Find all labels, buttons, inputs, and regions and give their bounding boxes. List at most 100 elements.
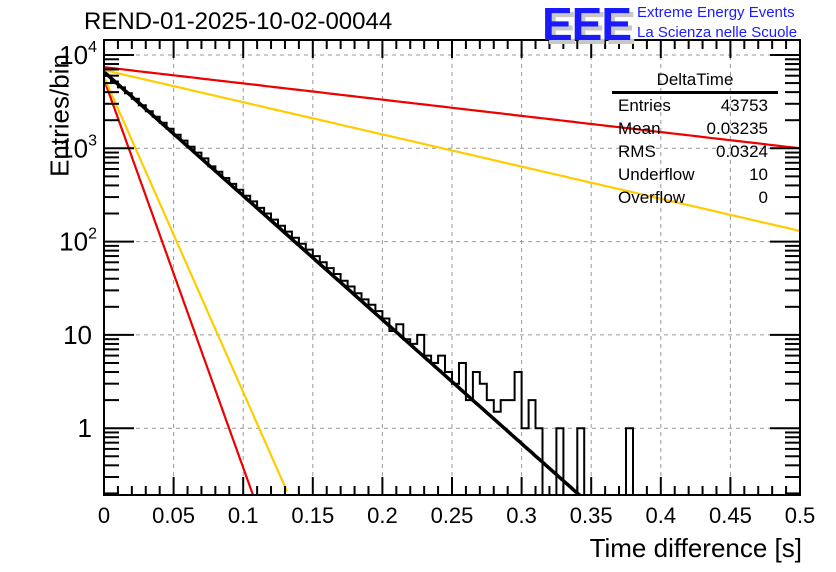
x-tick-label: 0.3 [506, 503, 537, 528]
histogram-bin [375, 311, 382, 495]
chart-title: REND-01-2025-10-02-00044 [84, 8, 393, 35]
histogram-bin [362, 299, 369, 495]
x-tick-label: 0.35 [570, 503, 613, 528]
histogram-bin [522, 428, 529, 495]
y-axis-label: Entries/bin [44, 54, 75, 177]
histogram-bin [515, 372, 522, 495]
x-tick-label: 0.45 [709, 503, 752, 528]
histogram-bin [452, 384, 459, 495]
stats-label: Overflow [618, 188, 686, 207]
histogram-bin [403, 339, 410, 495]
histogram-bin [201, 158, 208, 495]
histogram-bin [466, 400, 473, 495]
histogram-bin [494, 412, 501, 495]
histogram-bin [320, 262, 327, 495]
histogram-bin [626, 428, 633, 495]
histogram-bin [160, 123, 167, 495]
histogram-bin [368, 305, 375, 495]
stats-row-rms: RMS 0.0324 [608, 140, 778, 163]
eee-logo: EEE [542, 0, 632, 50]
histogram-bin [313, 256, 320, 495]
stats-value: 0.0324 [716, 142, 768, 161]
histogram-bin [167, 129, 174, 495]
stats-row-underflow: Underflow 10 [608, 163, 778, 186]
histogram-bin [459, 363, 466, 495]
x-tick-label: 0.2 [367, 503, 398, 528]
y-tick-label: 1 [78, 413, 92, 443]
histogram-bin [334, 274, 341, 495]
x-tick-label: 0.1 [228, 503, 259, 528]
histogram-bin [396, 324, 403, 495]
stats-label: RMS [618, 142, 656, 161]
histogram-bin [431, 363, 438, 495]
stats-row-overflow: Overflow 0 [608, 186, 778, 209]
stats-box: DeltaTime Entries 43753 Mean 0.03235 RMS 0.… [608, 70, 778, 209]
histogram-bin [348, 287, 355, 495]
x-axis-label: Time difference [s] [589, 533, 802, 563]
y-tick-label: 10 [63, 320, 92, 350]
histogram-bin [194, 153, 201, 495]
histogram-bin [355, 293, 362, 495]
histogram-bin [382, 318, 389, 495]
histogram-bin [229, 184, 236, 495]
histogram-bin [473, 372, 480, 495]
logo-line-2: La Scienza nelle Scuole [637, 24, 798, 41]
y-tick-label: 103 [59, 132, 97, 163]
x-tick-label: 0.5 [785, 503, 816, 528]
stats-row-entries: Entries 43753 [608, 94, 778, 117]
histogram-bin [306, 250, 313, 495]
stats-label: Entries [618, 96, 671, 115]
histogram-bin [285, 232, 292, 495]
histogram-bin [417, 335, 424, 495]
histogram-bin [215, 172, 222, 495]
histogram-outline [104, 74, 634, 495]
stats-label: Underflow [618, 165, 695, 184]
y-tick-label: 104 [59, 39, 97, 70]
y-axis-ticks: 1 10 102 103 104 [59, 39, 800, 495]
histogram-bin [181, 141, 188, 495]
histogram [104, 74, 634, 495]
x-tick-label: 0 [98, 503, 110, 528]
histogram-bin [410, 344, 417, 495]
histogram-bin [257, 208, 264, 495]
stats-value: 10 [749, 165, 768, 184]
x-tick-label: 0.05 [152, 503, 195, 528]
histogram-bin [243, 196, 250, 495]
histogram-bin [174, 135, 181, 495]
histogram-bin [577, 428, 584, 495]
histogram-bin [508, 400, 515, 495]
histogram-bin [501, 400, 508, 495]
stats-row-mean: Mean 0.03235 [608, 117, 778, 140]
histogram-bin [236, 190, 243, 495]
histogram-bin [188, 147, 195, 495]
histogram-bin [132, 99, 139, 495]
histogram-bin [222, 178, 229, 495]
histogram-bin [327, 268, 334, 495]
stats-value: 0 [758, 188, 768, 207]
histogram-bin [278, 226, 285, 495]
histogram-bin [153, 117, 160, 495]
histogram-bin [424, 356, 431, 495]
histogram-bin [556, 428, 563, 495]
stats-value: 0.03235 [706, 119, 768, 138]
histogram-bin [480, 384, 487, 495]
curve-yellow-shallow [104, 68, 800, 233]
histogram-bin [438, 356, 445, 495]
histogram-bin [341, 281, 348, 495]
histogram-bin [389, 331, 396, 495]
x-tick-label: 0.25 [431, 503, 474, 528]
histogram-bin [139, 105, 146, 495]
fit-curves [104, 66, 800, 495]
stats-value: 43753 [720, 96, 768, 115]
histogram-bin [299, 244, 306, 495]
histogram-bin [487, 400, 494, 495]
curve-red-shallow [104, 66, 800, 150]
stats-title: DeltaTime [612, 70, 778, 94]
y-tick-label: 102 [59, 226, 97, 257]
histogram-bin [146, 111, 153, 495]
curve-fit [104, 70, 582, 495]
histogram-bin [250, 201, 257, 495]
stats-label: Mean [618, 119, 661, 138]
curve-yellow-steep [104, 76, 289, 492]
